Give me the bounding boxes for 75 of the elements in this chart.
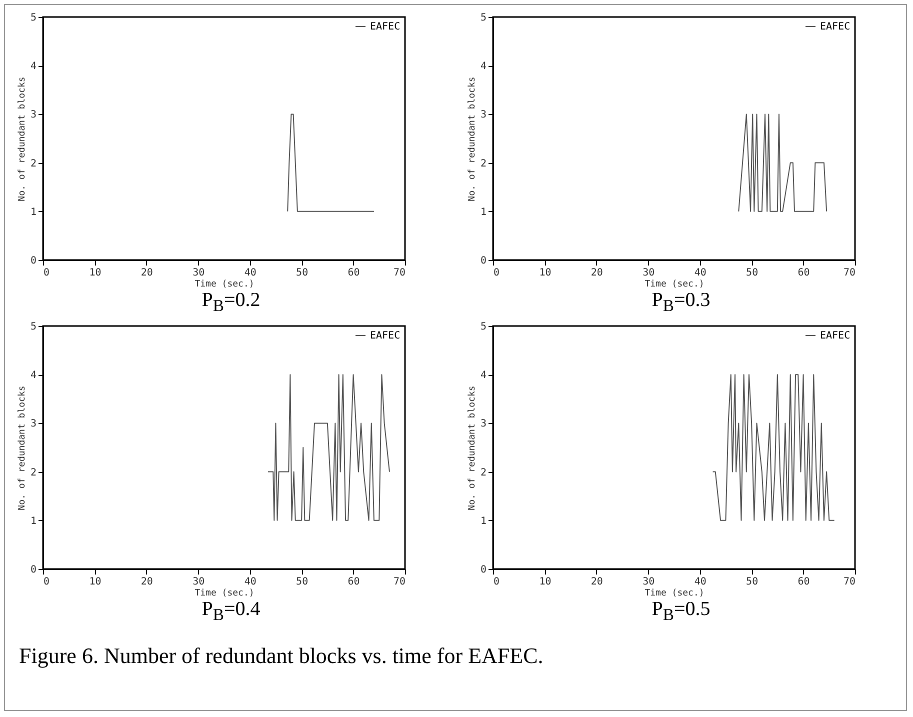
x-tick-label: 60 xyxy=(348,576,360,588)
x-tick-label: 40 xyxy=(694,268,706,278)
y-axis-title: No. of redundant blocks xyxy=(17,386,28,510)
x-axis-title: Time (sec.) xyxy=(644,280,704,290)
x-tick-label: 0 xyxy=(44,268,50,278)
y-tick-label: 3 xyxy=(480,110,486,121)
y-tick-label: 1 xyxy=(30,206,36,218)
y-tick-label: 1 xyxy=(30,516,36,527)
caption: Figure 6. Number of redundant blocks vs. time for EAFEC. xyxy=(19,643,544,669)
text: P$_{B}$=0.2 xyxy=(200,289,262,316)
y-tick-label: 2 xyxy=(30,158,36,170)
x-tick-label: 30 xyxy=(192,268,205,278)
y-axis-title: No. of redundant blocks xyxy=(467,76,478,202)
x-tick-label: 0 xyxy=(494,576,500,588)
text: P$_{B}$=0.4 xyxy=(200,598,262,625)
x-tick-label: 20 xyxy=(140,268,153,278)
y-tick-label: 1 xyxy=(480,206,486,218)
y-tick-label: 2 xyxy=(30,467,36,478)
x-tick-label: 70 xyxy=(393,576,406,588)
legend-label: EAFEC xyxy=(820,22,850,32)
x-tick-label: 50 xyxy=(746,576,758,588)
y-tick-label: 0 xyxy=(30,256,36,266)
text: P$_{B}$=0.3 xyxy=(650,289,712,316)
x-tick-label: 30 xyxy=(642,268,655,278)
x-tick-label: 70 xyxy=(843,268,856,278)
y-tick-label: 5 xyxy=(30,322,36,332)
y-tick-label: 4 xyxy=(480,370,486,382)
x-tick-label: 40 xyxy=(694,576,706,588)
y-tick-label: 1 xyxy=(480,516,486,527)
y-tick-label: 5 xyxy=(480,322,486,332)
y-tick-label: 5 xyxy=(480,12,486,24)
x-tick-label: 60 xyxy=(798,576,810,588)
x-tick-label: 70 xyxy=(393,268,406,278)
x-tick-label: 30 xyxy=(642,576,655,588)
x-tick-label: 30 xyxy=(192,576,205,588)
line-series xyxy=(712,374,835,521)
x-tick-label: 40 xyxy=(244,268,256,278)
y-tick-label: 4 xyxy=(30,61,36,72)
y-tick-label: 0 xyxy=(30,564,36,576)
x-tick-label: 40 xyxy=(244,576,256,588)
x-tick-label: 70 xyxy=(843,576,856,588)
x-tick-label: 0 xyxy=(44,576,50,588)
x-tick-label: 50 xyxy=(296,576,308,588)
x-tick-label: 10 xyxy=(539,576,552,588)
x-axis-title: Time (sec.) xyxy=(194,280,254,290)
x-tick-label: 50 xyxy=(746,268,758,278)
y-tick-label: 2 xyxy=(480,467,486,478)
x-tick-label: 0 xyxy=(494,268,500,278)
x-tick-label: 60 xyxy=(798,268,810,278)
x-tick-label: 10 xyxy=(89,576,102,588)
x-axis-title: Time (sec.) xyxy=(194,588,254,598)
x-tick-label: 10 xyxy=(89,268,102,278)
y-tick-label: 3 xyxy=(480,418,486,430)
legend-label: EAFEC xyxy=(370,330,400,342)
y-tick-label: 3 xyxy=(30,110,36,121)
y-tick-label: 2 xyxy=(480,158,486,170)
x-tick-label: 60 xyxy=(348,268,360,278)
x-tick-label: 20 xyxy=(140,576,153,588)
y-tick-label: 4 xyxy=(480,61,486,72)
text: P$_{B}$=0.5 xyxy=(650,598,712,625)
y-tick-label: 5 xyxy=(30,12,36,24)
x-tick-label: 20 xyxy=(590,268,603,278)
y-axis-title: No. of redundant blocks xyxy=(467,386,478,510)
x-tick-label: 20 xyxy=(590,576,603,588)
x-tick-label: 50 xyxy=(296,268,308,278)
y-axis-title: No. of redundant blocks xyxy=(17,76,28,202)
legend-label: EAFEC xyxy=(820,330,850,342)
y-tick-label: 0 xyxy=(480,256,486,266)
legend-label: EAFEC xyxy=(370,22,400,32)
y-tick-label: 3 xyxy=(30,418,36,430)
x-axis-title: Time (sec.) xyxy=(644,588,704,598)
line-series xyxy=(267,374,390,521)
y-tick-label: 4 xyxy=(30,370,36,382)
x-tick-label: 10 xyxy=(539,268,552,278)
y-tick-label: 0 xyxy=(480,564,486,576)
